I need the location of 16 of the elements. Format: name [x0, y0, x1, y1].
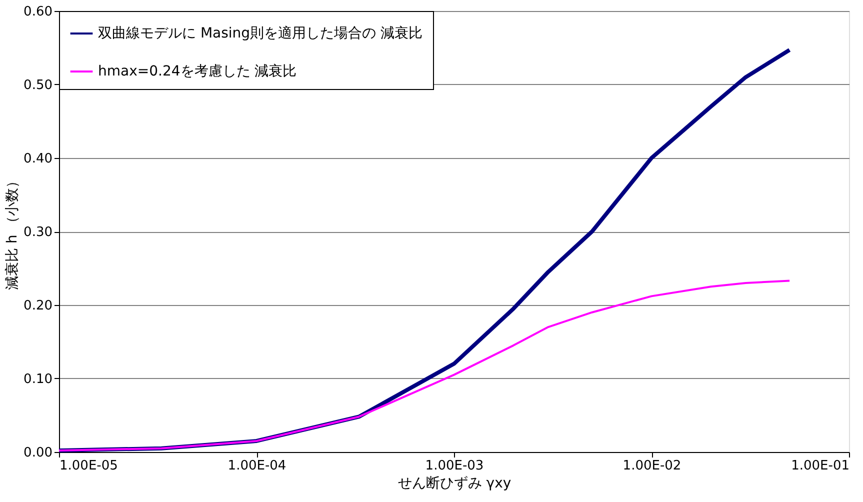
y-tick-label: 0.00 — [24, 446, 52, 460]
x-tick-label: 1.00E-01 — [791, 458, 850, 474]
x-tick-label: 1.00E-05 — [60, 458, 118, 474]
y-tick-label: 0.60 — [24, 4, 52, 20]
x-tick-label: 1.00E-04 — [228, 458, 286, 474]
legend-label: 双曲線モデルに Masing則を適用した場合の 減衰比 — [98, 26, 423, 42]
x-tick-label: 1.00E-03 — [425, 458, 484, 474]
y-tick-label: 0.40 — [24, 152, 52, 166]
y-tick-label: 0.50 — [24, 78, 52, 93]
x-axis-title: せん断ひずみ γxy — [398, 476, 512, 492]
y-tick-label: 0.30 — [24, 225, 52, 240]
x-tick-label: 1.00E-02 — [622, 458, 682, 474]
y-tick-label: 0.20 — [24, 298, 52, 314]
y-axis-title: 減衰比 h （小数） — [4, 174, 21, 290]
y-tick-label: 0.10 — [24, 372, 52, 387]
legend-label: hmax=0.24を考慮した 減衰比 — [98, 64, 297, 80]
